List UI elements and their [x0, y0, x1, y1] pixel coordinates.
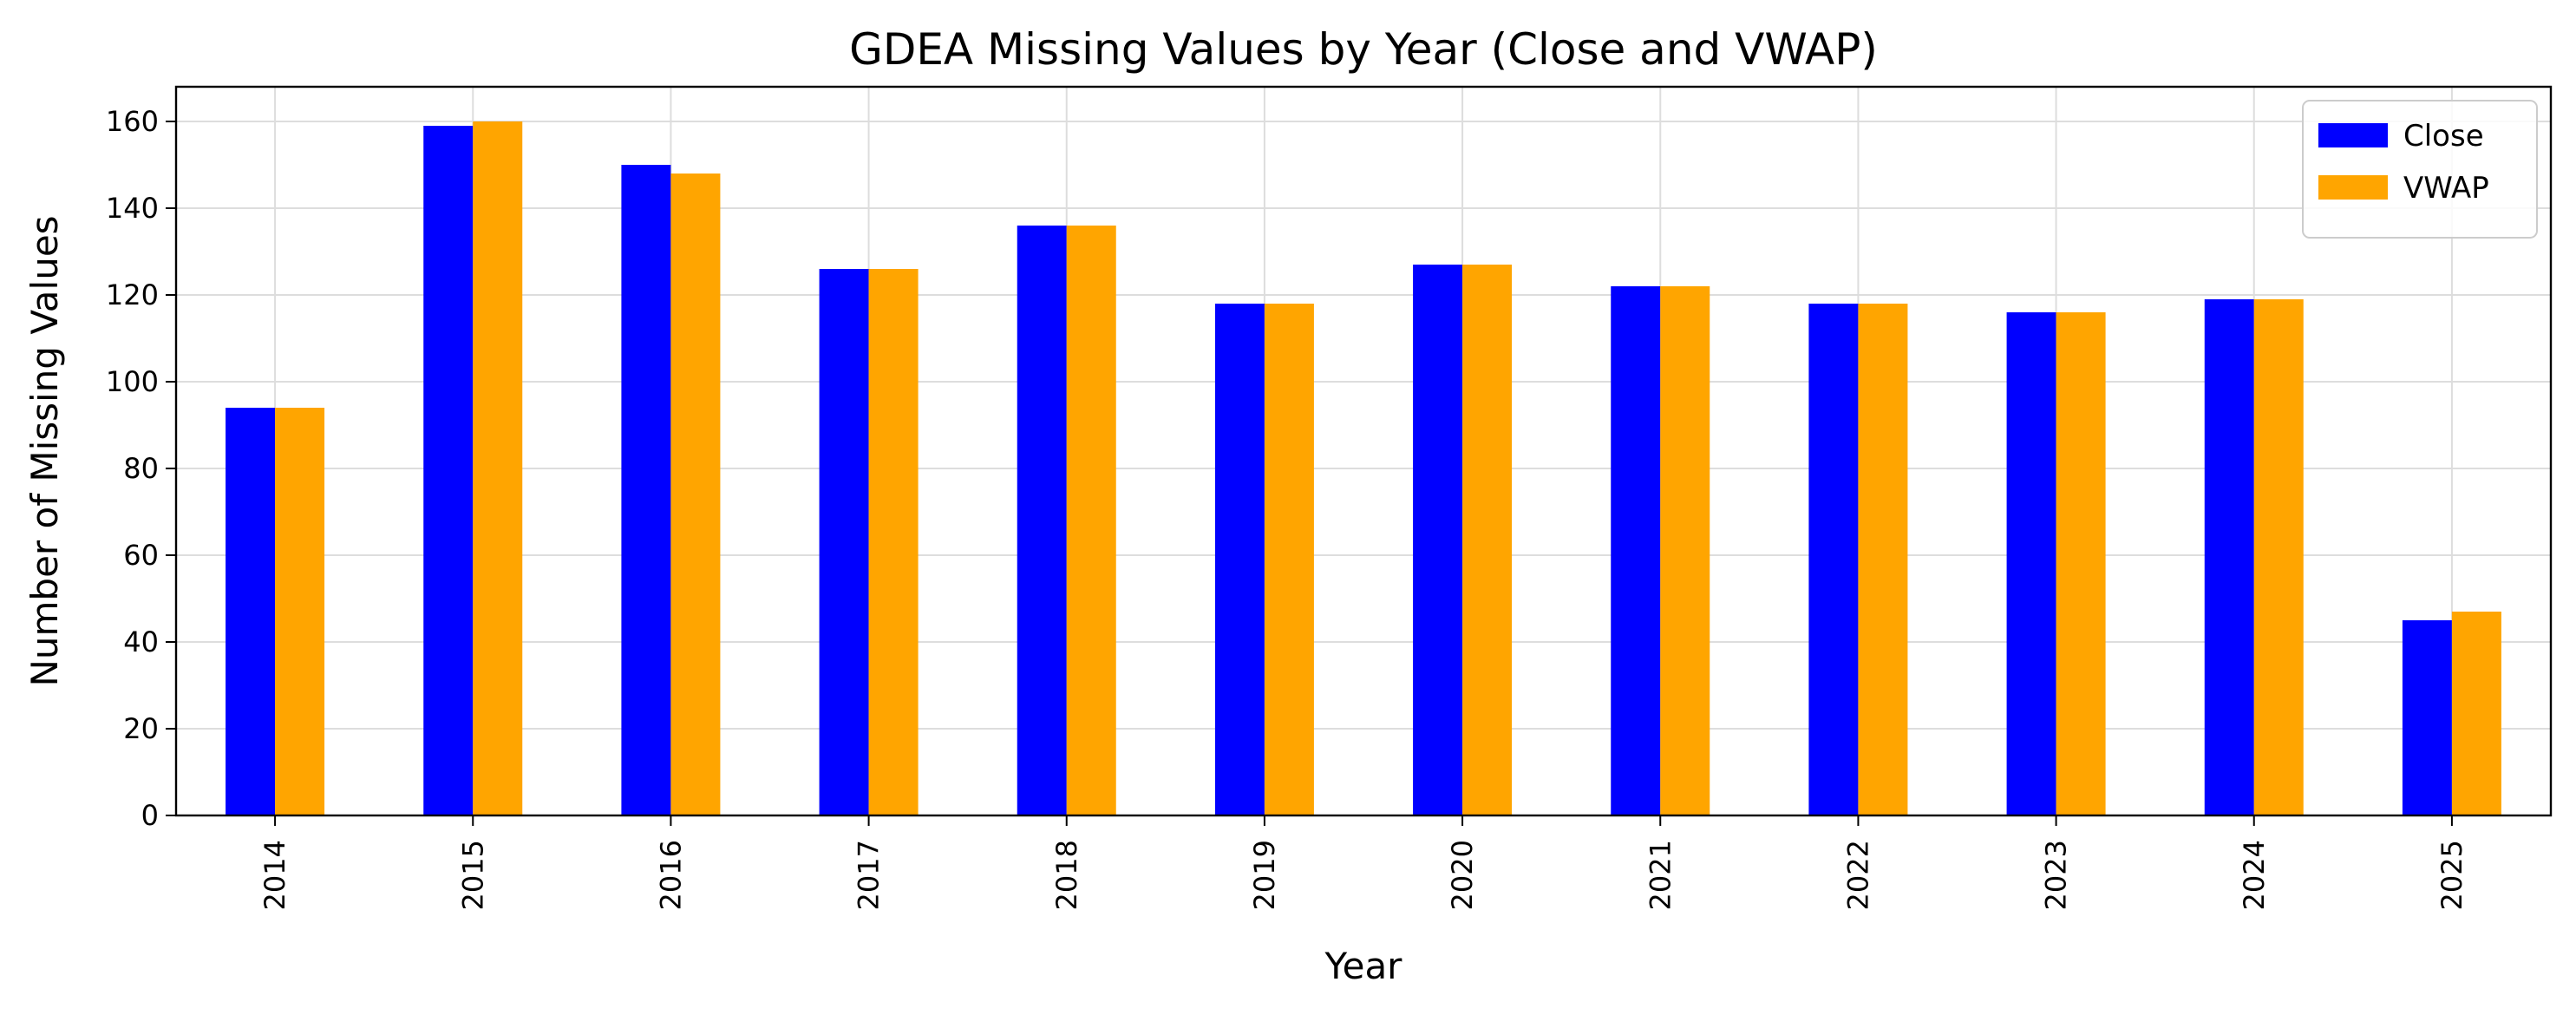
chart-title: GDEA Missing Values by Year (Close and V… — [849, 24, 1878, 75]
y-axis: 0 20 40 60 80 100 120 140 160 — [106, 105, 176, 832]
x-tick-label: 2019 — [1248, 840, 1281, 910]
legend-swatch-vwap — [2318, 175, 2388, 200]
bar-vwap-2024 — [2253, 299, 2304, 815]
x-tick-label: 2021 — [1644, 840, 1677, 910]
bar-close-2014 — [226, 408, 276, 815]
x-tick-label: 2015 — [456, 840, 489, 910]
x-tick-label: 2014 — [258, 840, 291, 910]
x-tick-label: 2016 — [654, 840, 687, 910]
bar-close-2020 — [1413, 265, 1463, 815]
y-tick-label: 140 — [106, 192, 159, 225]
x-axis-label: Year — [1324, 945, 1403, 987]
bar-vwap-2022 — [1858, 304, 1908, 815]
bar-close-2015 — [423, 126, 474, 815]
bar-vwap-2021 — [1660, 286, 1710, 815]
bar-vwap-2016 — [670, 174, 721, 815]
x-tick-label: 2023 — [2040, 840, 2073, 910]
legend-label-vwap: VWAP — [2403, 171, 2489, 206]
legend-label-close: Close — [2403, 119, 2484, 154]
bar-close-2021 — [1611, 286, 1661, 815]
y-tick-label: 80 — [123, 452, 159, 485]
bar-vwap-2018 — [1066, 226, 1116, 815]
x-tick-label: 2024 — [2238, 840, 2271, 910]
y-tick-label: 120 — [106, 278, 159, 311]
bar-close-2018 — [1017, 226, 1067, 815]
bar-close-2025 — [2402, 620, 2452, 815]
y-tick-label: 20 — [123, 712, 159, 745]
bar-vwap-2019 — [1264, 304, 1314, 815]
y-tick-label: 40 — [123, 625, 159, 658]
bars — [226, 121, 2501, 815]
plot-frame — [174, 85, 2553, 817]
bar-vwap-2014 — [275, 408, 325, 815]
bar-vwap-2025 — [2451, 612, 2501, 815]
legend: Close VWAP — [2302, 100, 2538, 239]
y-tick-label: 100 — [106, 365, 159, 398]
grid-lines — [176, 87, 2551, 816]
x-tick-label: 2020 — [1446, 840, 1479, 910]
bar-close-2024 — [2204, 299, 2254, 815]
y-tick-label: 160 — [106, 105, 159, 138]
y-tick-label: 60 — [123, 539, 159, 572]
bar-close-2019 — [1214, 304, 1265, 815]
x-tick-label: 2018 — [1050, 840, 1083, 910]
legend-swatch-close — [2318, 123, 2388, 147]
bar-close-2022 — [1808, 304, 1859, 815]
bar-close-2023 — [2006, 312, 2056, 815]
bar-vwap-2020 — [1462, 265, 1513, 815]
x-tick-label: 2022 — [1841, 840, 1874, 910]
y-tick-label: 0 — [141, 799, 159, 832]
y-axis-label: Number of Missing Values — [23, 215, 66, 686]
bar-close-2017 — [819, 269, 869, 815]
x-axis: 2014 2015 2016 2017 2018 2019 2020 2021 2022 2023… — [258, 815, 2468, 910]
x-tick-label: 2025 — [2435, 840, 2468, 910]
bar-close-2016 — [621, 165, 671, 815]
x-tick-label: 2017 — [853, 840, 886, 910]
bar-vwap-2015 — [473, 121, 523, 815]
bar-vwap-2023 — [2056, 312, 2106, 815]
bar-vwap-2017 — [868, 269, 919, 815]
